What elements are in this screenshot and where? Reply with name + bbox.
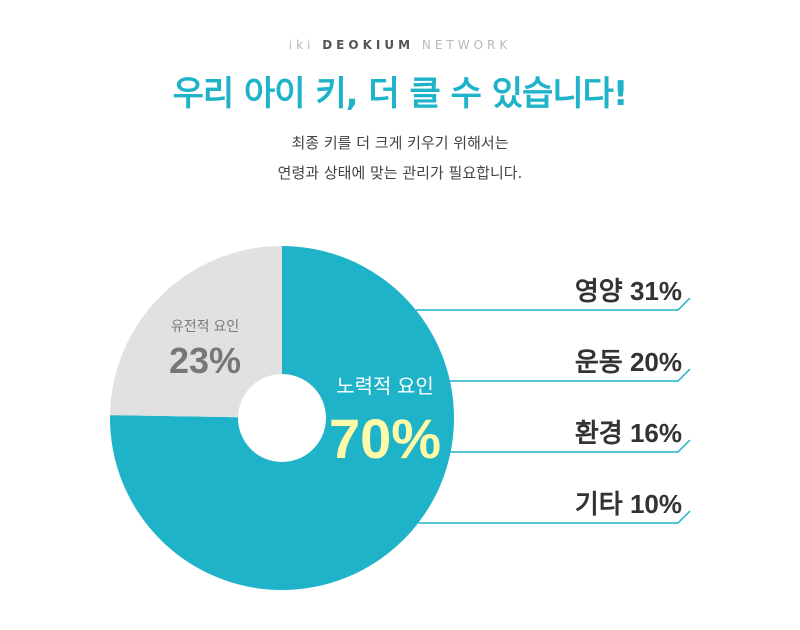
breakdown-label-nutrition: 영양 31% xyxy=(575,276,682,306)
brand-name: DEOKIUM xyxy=(322,38,415,52)
donut-hole xyxy=(238,374,326,462)
chart-slice-genetic xyxy=(110,246,282,418)
slice-value-genetic: 23% xyxy=(169,340,241,381)
leader-line xyxy=(449,368,691,382)
leader-line xyxy=(415,297,691,311)
subtitle-line-2: 연령과 상태에 맞는 관리가 필요합니다. xyxy=(277,164,523,182)
page-subtitle: 최종 키를 더 크게 키우기 위해서는 연령과 상태에 맞는 관리가 필요합니다… xyxy=(0,128,800,188)
breakdown-label-other: 기타 10% xyxy=(575,489,682,519)
leader-line xyxy=(450,439,691,453)
brand-prefix: iki xyxy=(288,38,315,52)
slice-value-effort: 70% xyxy=(329,407,441,470)
leader-lines xyxy=(415,297,691,524)
brand-network-label: iki DEOKIUM NETWORK xyxy=(0,38,800,52)
slice-label-genetic: 유전적 요인 xyxy=(171,318,239,334)
breakdown-label-environment: 환경 16% xyxy=(575,418,682,448)
page-title: 우리 아이 키, 더 클 수 있습니다! xyxy=(172,74,629,114)
brand-suffix: NETWORK xyxy=(421,38,512,52)
breakdown-label-exercise: 운동 20% xyxy=(575,347,682,377)
slice-label-effort: 노력적 요인 xyxy=(336,375,434,398)
leader-line xyxy=(418,510,691,524)
subtitle-line-1: 최종 키를 더 크게 키우기 위해서는 xyxy=(291,134,509,152)
